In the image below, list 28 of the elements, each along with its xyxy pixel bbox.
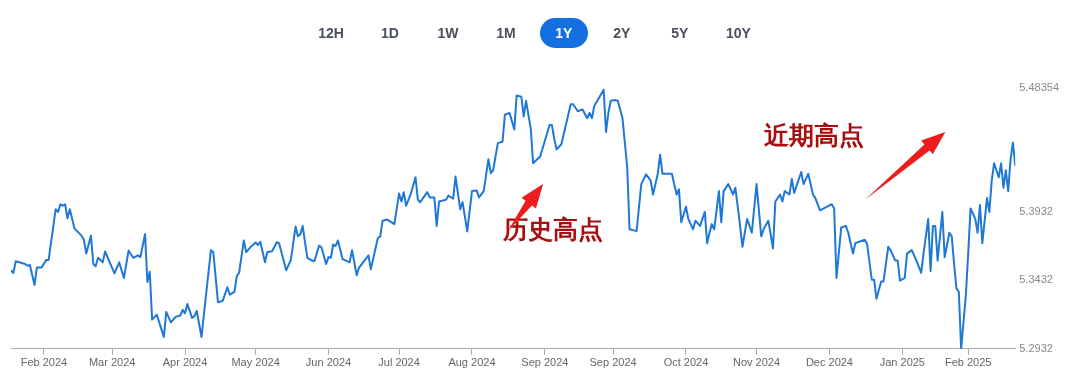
- text: 1M: [495, 24, 517, 43]
- x-tick-label: Sep 2024: [521, 356, 569, 369]
- text: 2Y: [612, 24, 632, 43]
- x-tick-label: Oct 2024: [663, 356, 709, 369]
- y-tick-label: 5.3932: [1019, 204, 1053, 217]
- x-tick-label: Mar 2024: [88, 356, 136, 369]
- text: 5Y: [670, 24, 690, 43]
- x-tick-label: Aug 2024: [448, 356, 496, 369]
- x-tick-label: Jun 2024: [305, 356, 352, 369]
- x-tick-label: Jul 2024: [378, 356, 420, 369]
- y-tick-label: 5.2932: [1019, 341, 1053, 354]
- text: 1W: [436, 24, 460, 43]
- x-tick-label: Feb 2024: [20, 356, 68, 369]
- y-tick-label: 5.48354: [1019, 81, 1059, 94]
- x-tick-label: Feb 2025: [944, 356, 992, 369]
- x-tick-label: May 2024: [231, 356, 280, 369]
- text: 10Y: [724, 24, 752, 43]
- text: 1Y: [539, 18, 588, 48]
- annotation: 近期高点: [764, 119, 865, 152]
- x-tick-label: Apr 2024: [162, 356, 208, 369]
- x-tick-label: Jan 2025: [879, 356, 925, 369]
- text: 12H: [317, 24, 345, 43]
- x-tick-label: Nov 2024: [732, 356, 781, 369]
- text: 1D: [379, 24, 400, 43]
- y-tick-label: 5.3432: [1019, 273, 1053, 286]
- x-tick-label: Dec 2024: [805, 356, 853, 369]
- x-tick-label: Sep 2024: [589, 356, 637, 369]
- annotation: 历史高点: [503, 213, 604, 246]
